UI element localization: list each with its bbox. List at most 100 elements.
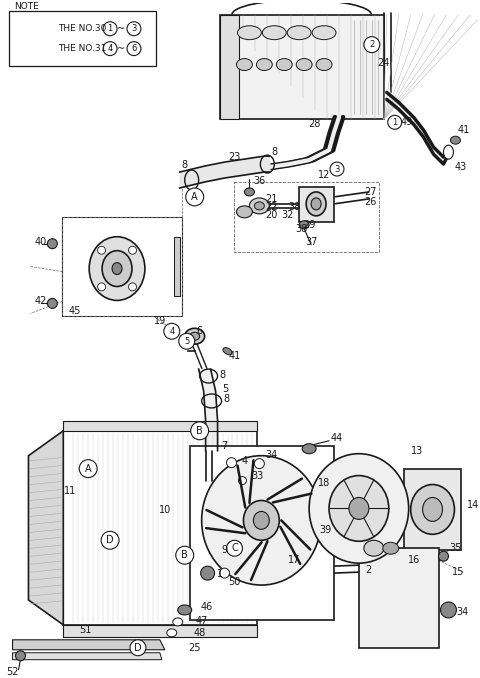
Text: THE NO.31 :: THE NO.31 : [59, 44, 112, 53]
Text: 16: 16 [408, 555, 420, 565]
Text: 42: 42 [34, 296, 47, 306]
Ellipse shape [302, 443, 316, 454]
Polygon shape [28, 431, 63, 625]
Text: 38: 38 [288, 202, 300, 212]
Text: 8: 8 [181, 160, 188, 170]
Circle shape [191, 422, 209, 440]
Text: 6: 6 [197, 326, 203, 336]
Text: ~: ~ [117, 43, 125, 54]
Text: 13: 13 [410, 445, 423, 456]
Ellipse shape [89, 237, 145, 300]
Ellipse shape [202, 456, 321, 585]
Ellipse shape [254, 202, 264, 210]
Text: 5: 5 [184, 337, 189, 346]
Text: 36: 36 [253, 176, 265, 186]
Ellipse shape [190, 332, 200, 340]
Text: 32: 32 [281, 210, 293, 220]
Text: 8: 8 [271, 147, 277, 157]
Ellipse shape [256, 58, 272, 71]
Ellipse shape [227, 458, 237, 468]
Ellipse shape [329, 475, 389, 541]
Text: 5: 5 [222, 384, 228, 394]
Circle shape [176, 546, 194, 564]
Circle shape [103, 41, 117, 56]
Text: 2: 2 [366, 565, 372, 575]
Text: THE NO.30 :: THE NO.30 : [59, 24, 112, 33]
Ellipse shape [237, 206, 252, 218]
Ellipse shape [383, 542, 399, 554]
Ellipse shape [349, 498, 369, 519]
Circle shape [164, 323, 180, 339]
Text: 40: 40 [34, 237, 47, 247]
Ellipse shape [97, 246, 106, 254]
Circle shape [127, 41, 141, 56]
Circle shape [79, 460, 97, 477]
Text: 18: 18 [318, 477, 330, 487]
Text: 46: 46 [201, 602, 213, 612]
Ellipse shape [276, 58, 292, 71]
Text: D: D [134, 643, 142, 653]
Text: 26: 26 [365, 197, 377, 207]
Text: 34: 34 [456, 607, 468, 617]
Ellipse shape [364, 540, 384, 556]
Text: 33: 33 [251, 471, 264, 481]
Ellipse shape [219, 568, 229, 578]
Ellipse shape [312, 26, 336, 40]
Text: 45: 45 [69, 306, 82, 317]
Ellipse shape [263, 26, 286, 40]
Text: 7: 7 [221, 441, 228, 451]
Ellipse shape [185, 328, 204, 344]
Ellipse shape [237, 58, 252, 71]
Text: 4: 4 [241, 456, 248, 466]
Text: 17: 17 [288, 555, 300, 565]
Circle shape [127, 22, 141, 36]
Text: 14: 14 [467, 500, 480, 511]
Text: 4: 4 [108, 44, 113, 53]
Polygon shape [63, 431, 257, 625]
Text: 35: 35 [449, 543, 462, 553]
Ellipse shape [129, 283, 136, 291]
Ellipse shape [129, 246, 136, 254]
Text: 23: 23 [228, 152, 240, 162]
Bar [174, 237, 180, 296]
Polygon shape [12, 640, 165, 650]
Circle shape [330, 162, 344, 176]
Text: 12: 12 [318, 170, 330, 180]
Text: 37: 37 [305, 237, 317, 247]
Text: 44: 44 [331, 433, 343, 443]
Circle shape [364, 37, 380, 53]
Text: 20: 20 [265, 210, 277, 220]
Text: C: C [231, 543, 238, 553]
Bar [62, 217, 182, 317]
Ellipse shape [250, 198, 269, 214]
Bar [404, 468, 461, 551]
Ellipse shape [238, 26, 261, 40]
Bar [63, 421, 257, 431]
Text: 22: 22 [265, 202, 277, 212]
Text: 51: 51 [79, 625, 91, 635]
Ellipse shape [254, 458, 264, 468]
Bar [359, 549, 439, 647]
Text: 21: 21 [265, 194, 277, 204]
Bar [9, 11, 156, 66]
Text: 6: 6 [131, 44, 137, 53]
Ellipse shape [243, 500, 279, 540]
Ellipse shape [173, 618, 183, 626]
Text: 1: 1 [108, 24, 113, 33]
Text: B: B [196, 426, 203, 436]
Polygon shape [219, 15, 240, 119]
Text: 48: 48 [193, 628, 206, 638]
Ellipse shape [201, 566, 215, 580]
Text: 4: 4 [169, 327, 174, 336]
Ellipse shape [296, 58, 312, 71]
Text: 41: 41 [228, 351, 240, 361]
Text: 28: 28 [308, 119, 320, 129]
Text: 1: 1 [392, 118, 397, 127]
Text: 8: 8 [224, 394, 229, 404]
Ellipse shape [239, 477, 246, 485]
Ellipse shape [316, 58, 332, 71]
Ellipse shape [112, 262, 122, 275]
Ellipse shape [299, 221, 309, 228]
Ellipse shape [244, 188, 254, 196]
Ellipse shape [253, 511, 269, 530]
